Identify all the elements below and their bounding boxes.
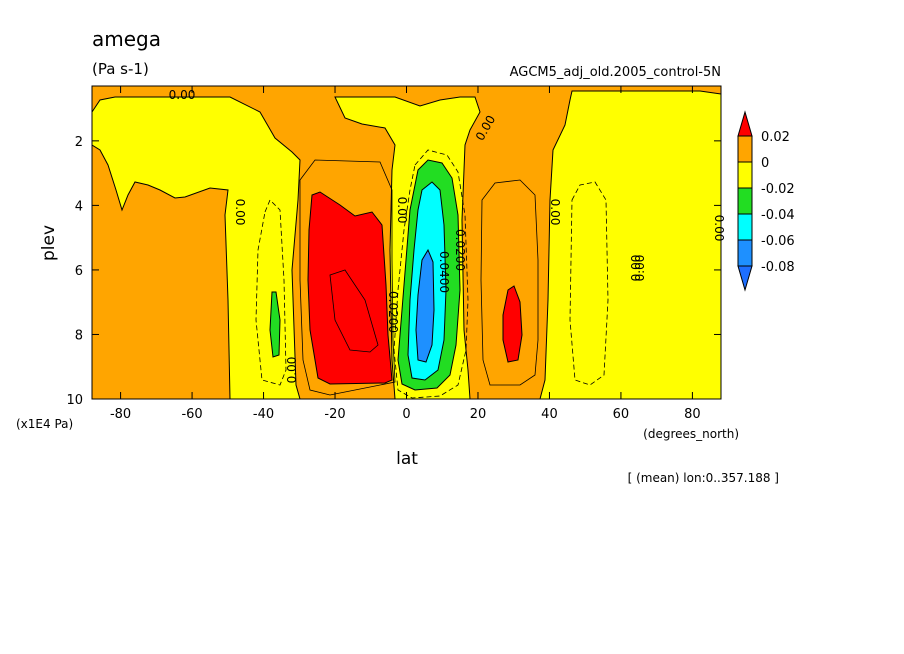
contour-label: 0.0400 bbox=[437, 251, 451, 293]
y-tick-label: 10 bbox=[66, 393, 83, 408]
variable-name: amega bbox=[92, 27, 161, 51]
legend-label: -0.08 bbox=[761, 260, 795, 275]
x-tick-label: 0 bbox=[402, 407, 410, 422]
contour-label: 0.0200 bbox=[453, 229, 467, 271]
y-axis-title: plev bbox=[39, 225, 59, 261]
units-label: (Pa s-1) bbox=[92, 60, 149, 78]
legend-swatch bbox=[737, 161, 753, 189]
y-tick-label: 6 bbox=[75, 264, 83, 279]
x-tick-label: 80 bbox=[684, 407, 701, 422]
contour-label: 0.00 bbox=[233, 199, 247, 226]
region-ascent-blue bbox=[415, 248, 435, 363]
legend-swatch-top bbox=[737, 110, 753, 137]
contour-label: 0.00 bbox=[395, 197, 409, 224]
contour-label: 0.00 bbox=[633, 255, 647, 282]
contour-positive-core bbox=[329, 269, 379, 353]
contour-positive-inner bbox=[299, 159, 396, 396]
contour-label: 0.00 bbox=[285, 357, 299, 384]
legend-swatch-bottom bbox=[737, 265, 753, 292]
region-green-spot bbox=[269, 291, 281, 358]
x-axis-units: (degrees_north) bbox=[643, 427, 739, 441]
contour-negative-west bbox=[255, 199, 287, 386]
region-descent-red-main bbox=[307, 191, 393, 385]
x-tick-label: -20 bbox=[324, 407, 345, 422]
legend-swatch bbox=[737, 187, 753, 215]
contour-labels: 0.000.000.000.000.000.000.000.000.000.02… bbox=[169, 88, 726, 383]
legend-label: 0 bbox=[761, 156, 769, 171]
legend-label: 0.02 bbox=[761, 130, 790, 145]
contour-label: 0.00 bbox=[548, 199, 562, 226]
x-tick-label: -80 bbox=[110, 407, 131, 422]
legend-label: -0.06 bbox=[761, 234, 795, 249]
y-tick-label: 4 bbox=[75, 199, 83, 214]
region-sh-subsidence-east bbox=[539, 90, 721, 399]
x-axis-title: lat bbox=[396, 449, 418, 469]
y-tick-label: 8 bbox=[75, 328, 83, 343]
region-descent-red-small bbox=[502, 285, 523, 363]
contour-label: 0.00 bbox=[629, 255, 643, 282]
contour-label: 0.0200 bbox=[386, 291, 400, 333]
y-axis-units: (x1E4 Pa) bbox=[16, 417, 73, 431]
x-tick-label: 20 bbox=[470, 407, 487, 422]
region-nh-subsidence-west bbox=[92, 96, 301, 399]
contour-label: 0.00 bbox=[712, 215, 726, 242]
x-tick-label: 40 bbox=[541, 407, 558, 422]
y-tick-label: 2 bbox=[75, 135, 83, 150]
legend-label: -0.04 bbox=[761, 208, 795, 223]
x-axis: -80 -60 -40 -20 0 20 40 60 80 bbox=[110, 86, 701, 422]
contour-negative-east bbox=[569, 181, 609, 386]
legend-swatch bbox=[737, 239, 753, 267]
dataset-label: AGCM5_adj_old.2005_control-5N bbox=[510, 65, 721, 80]
y-axis: 2 4 6 8 10 bbox=[66, 135, 721, 408]
legend-label: -0.02 bbox=[761, 182, 795, 197]
contour-label: 0.00 bbox=[169, 88, 196, 102]
x-tick-label: -40 bbox=[253, 407, 274, 422]
contour-negative-ascent bbox=[393, 149, 469, 399]
contour-field bbox=[92, 86, 721, 399]
contour-positive-south bbox=[480, 179, 539, 386]
legend-swatch bbox=[737, 213, 753, 241]
color-legend: 0.02 0 -0.02 -0.04 -0.06 -0.08 bbox=[737, 110, 795, 292]
subset-label: [ (mean) lon:0..357.188 ] bbox=[628, 471, 779, 485]
legend-swatch bbox=[737, 135, 753, 163]
x-tick-label: -60 bbox=[181, 407, 202, 422]
x-tick-label: 60 bbox=[613, 407, 630, 422]
